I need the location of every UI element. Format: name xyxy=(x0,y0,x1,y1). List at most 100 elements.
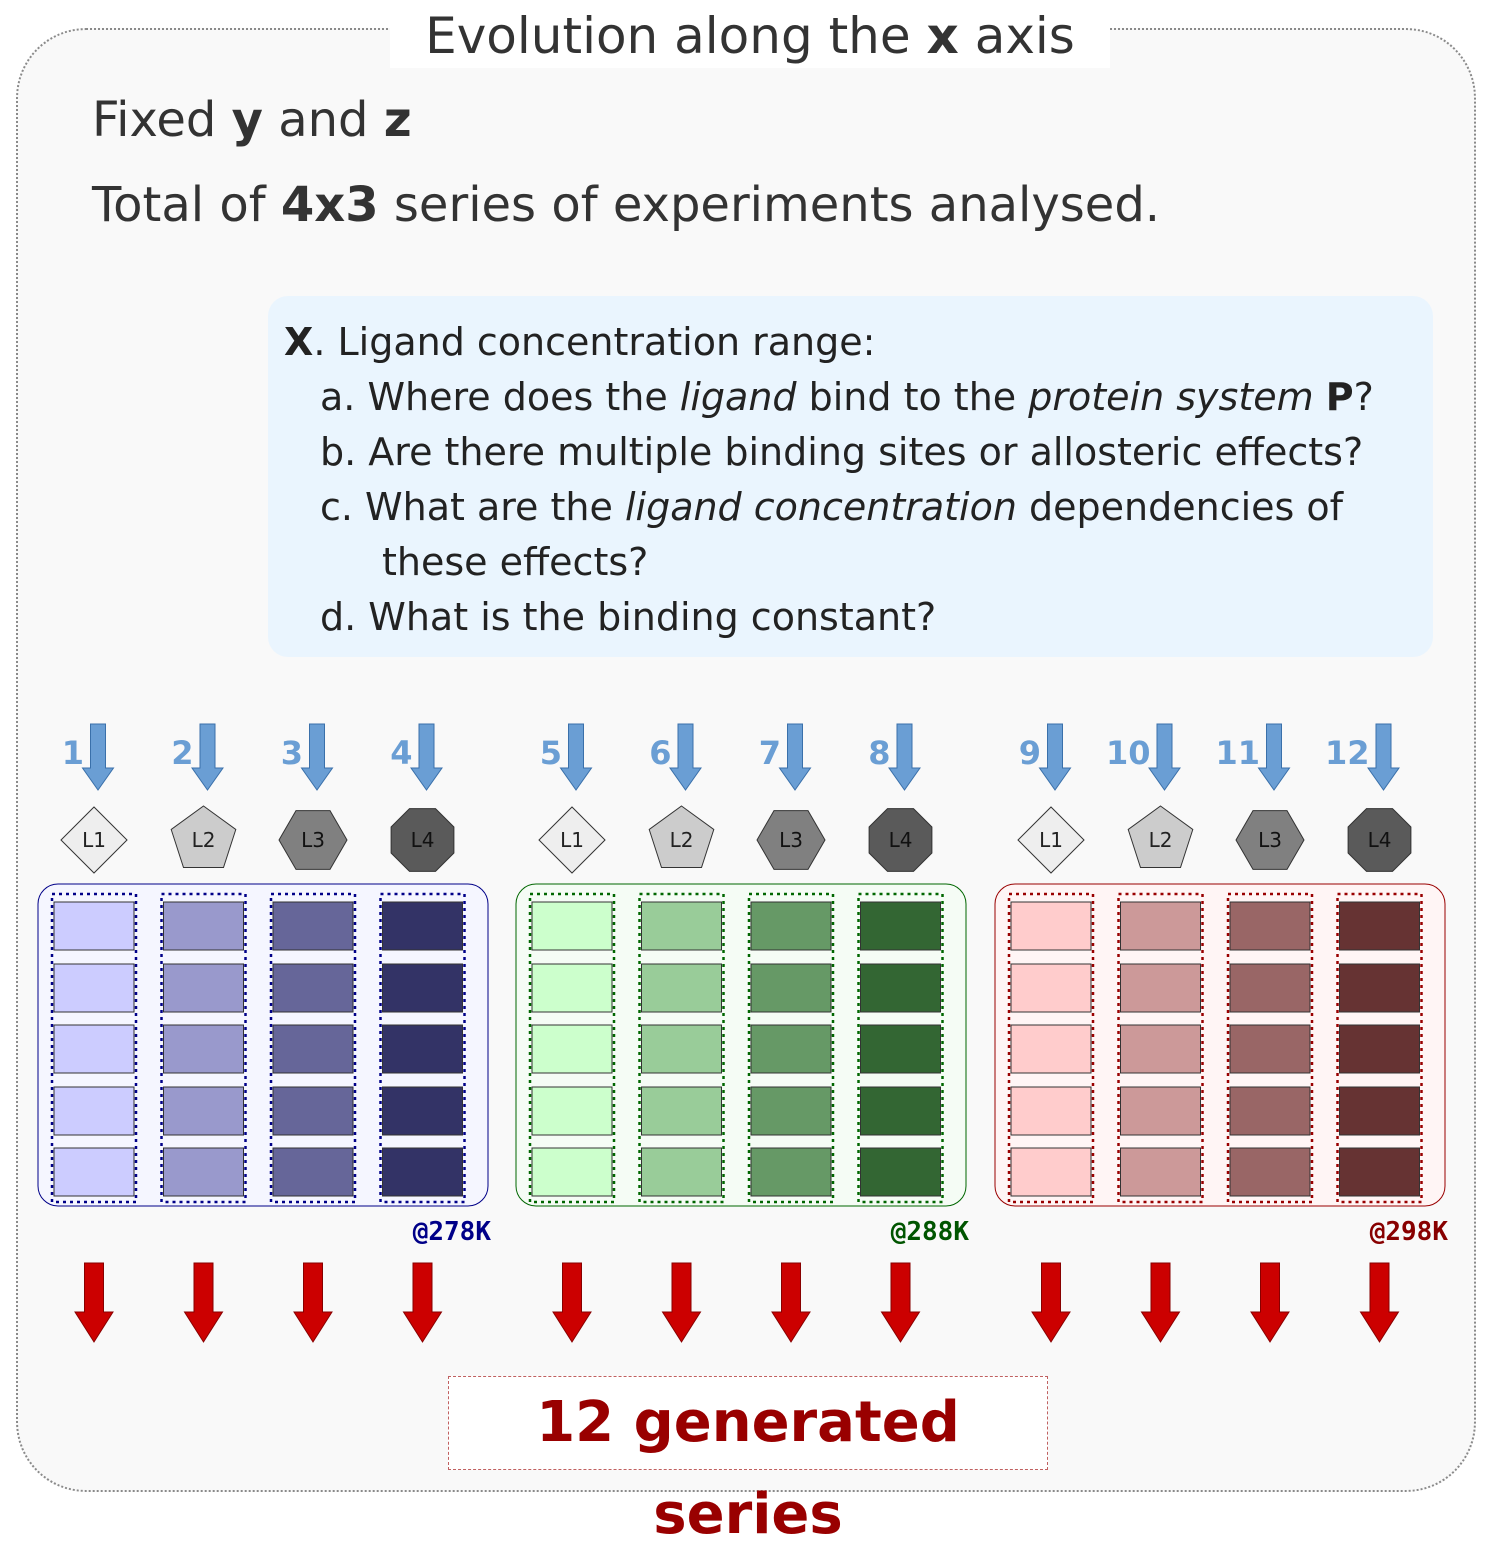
series-column xyxy=(379,892,466,1204)
sample-cell xyxy=(750,1147,832,1197)
output-arrow-icon xyxy=(1140,1262,1181,1343)
sample-cell xyxy=(641,963,722,1013)
questions-box: X. Ligand concentration range: a. Where … xyxy=(268,296,1433,657)
sample-cell xyxy=(53,963,135,1013)
ligand-label: L4 xyxy=(889,828,913,852)
output-arrow-icon xyxy=(552,1262,592,1343)
ligand-label: L2 xyxy=(192,828,216,852)
input-arrow-icon xyxy=(191,723,224,791)
input-arrow-icon xyxy=(1257,723,1291,791)
sample-cell xyxy=(531,963,613,1013)
sample-cell xyxy=(382,1024,463,1074)
question-d: d. What is the binding constant? xyxy=(320,595,937,639)
sample-cell xyxy=(531,901,613,951)
series-number: 1 xyxy=(62,734,84,772)
temperature-panel xyxy=(37,883,489,1207)
sample-cell xyxy=(272,1147,354,1197)
sample-cell xyxy=(272,963,354,1013)
input-arrow-icon xyxy=(1148,723,1181,791)
diamond-icon xyxy=(1017,806,1085,874)
sample-cell xyxy=(1010,1086,1092,1136)
series-column xyxy=(269,892,357,1204)
ligand-label: L1 xyxy=(1039,828,1063,852)
ligand-label: L2 xyxy=(670,828,694,852)
temperature-label: @288K xyxy=(891,1217,970,1247)
total-series-text: Total of 4x3 series of experiments analy… xyxy=(92,177,1161,233)
output-arrow-icon xyxy=(1031,1262,1071,1343)
input-arrow-icon xyxy=(1367,723,1400,791)
output-arrow-icon xyxy=(1250,1262,1290,1343)
sample-cell xyxy=(163,1147,244,1197)
sample-cell xyxy=(53,1024,135,1074)
sample-cell xyxy=(1229,1147,1311,1197)
input-arrow-icon xyxy=(669,723,702,791)
sample-cell xyxy=(860,963,941,1013)
ligand-label: L1 xyxy=(560,828,584,852)
sample-cell xyxy=(163,901,244,951)
sample-cell xyxy=(53,1147,135,1197)
sample-cell xyxy=(750,1024,832,1074)
temperature-label: @298K xyxy=(1370,1217,1449,1247)
sample-cell xyxy=(860,901,941,951)
sample-cell xyxy=(382,963,463,1013)
result-banner: 12 generated series xyxy=(448,1376,1048,1547)
sample-cell xyxy=(750,901,832,951)
sample-cell xyxy=(53,901,135,951)
question-c: c. What are the ligand concentration dep… xyxy=(320,485,1344,529)
sample-cell xyxy=(382,1147,463,1197)
output-arrow-icon xyxy=(771,1262,811,1343)
hexagon-icon xyxy=(278,810,348,870)
sample-cell xyxy=(1120,963,1201,1013)
output-arrow-icon xyxy=(880,1262,921,1343)
sample-cell xyxy=(531,1086,613,1136)
series-column xyxy=(1007,892,1095,1204)
question-c-continued: these effects? xyxy=(382,540,649,584)
series-column xyxy=(1336,892,1423,1204)
sample-cell xyxy=(1120,1086,1201,1136)
sample-cell xyxy=(1120,901,1201,951)
hexagon-icon xyxy=(1235,810,1305,870)
hexagon-icon xyxy=(756,810,826,870)
sample-cell xyxy=(641,1086,722,1136)
sample-cell xyxy=(860,1024,941,1074)
ligand-label: L2 xyxy=(1149,828,1173,852)
ligand-label: L3 xyxy=(779,828,803,852)
series-number: 5 xyxy=(540,734,562,772)
ligand-label: L4 xyxy=(1368,828,1392,852)
sample-cell xyxy=(382,901,463,951)
sample-cell xyxy=(750,1086,832,1136)
sample-cell xyxy=(272,1086,354,1136)
sample-cell xyxy=(163,963,244,1013)
series-column xyxy=(1226,892,1314,1204)
series-column xyxy=(528,892,616,1204)
temperature-label: @278K xyxy=(413,1217,492,1247)
sample-cell xyxy=(1010,1147,1092,1197)
pentagon-icon xyxy=(170,805,237,868)
output-arrow-icon xyxy=(183,1262,224,1343)
output-arrow-icon xyxy=(1359,1262,1400,1343)
input-arrow-icon xyxy=(888,723,921,791)
outer-frame xyxy=(16,28,1476,1492)
sample-cell xyxy=(1120,1024,1201,1074)
input-arrow-icon xyxy=(1038,723,1072,791)
sample-cell xyxy=(1120,1147,1201,1197)
pentagon-icon xyxy=(648,805,715,868)
sample-cell xyxy=(272,1024,354,1074)
sample-cell xyxy=(163,1024,244,1074)
sample-cell xyxy=(382,1086,463,1136)
page-title: Evolution along the x axis xyxy=(390,4,1110,68)
sample-cell xyxy=(750,963,832,1013)
sample-cell xyxy=(860,1147,941,1197)
sample-cell xyxy=(1229,901,1311,951)
octagon-icon xyxy=(390,808,455,872)
sample-cell xyxy=(163,1086,244,1136)
question-a: a. Where does the ligand bind to the pro… xyxy=(320,375,1374,419)
input-arrow-icon xyxy=(410,723,443,791)
temperature-panel xyxy=(515,883,967,1207)
sample-cell xyxy=(531,1147,613,1197)
octagon-icon xyxy=(1347,808,1412,872)
output-arrow-icon xyxy=(402,1262,443,1343)
series-number: 12 xyxy=(1325,734,1370,772)
output-arrow-icon xyxy=(661,1262,702,1343)
sample-cell xyxy=(1339,901,1420,951)
